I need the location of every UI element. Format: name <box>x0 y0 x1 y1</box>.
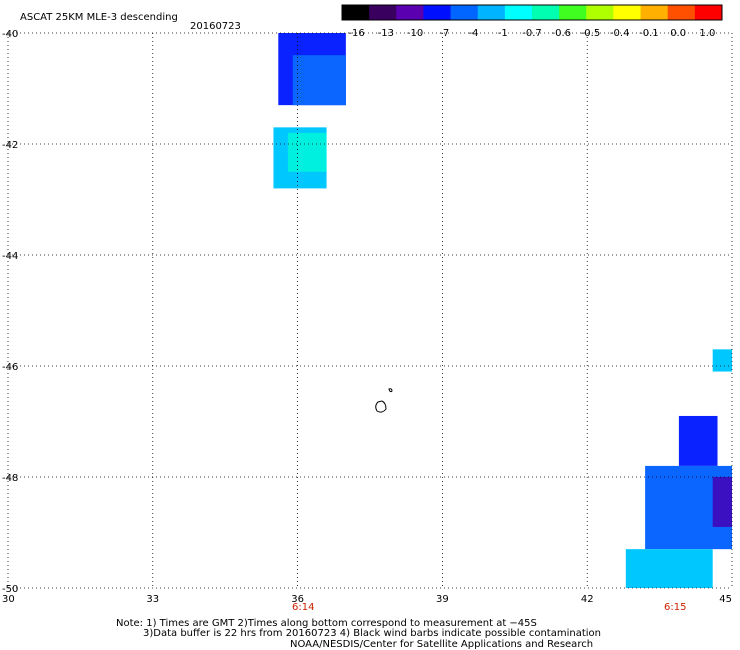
y-tick-label: -48 <box>2 473 18 484</box>
x-tick-label: 36 <box>291 594 304 605</box>
colorbar-segment <box>477 5 506 20</box>
note-line-3: NOAA/NESDIS/Center for Satellite Applica… <box>290 639 593 650</box>
data-cell <box>292 55 346 106</box>
data-cell <box>625 549 713 588</box>
colorbar-label: -10 <box>407 28 423 39</box>
colorbar-segment <box>559 5 587 20</box>
colorbar-segment <box>532 5 560 20</box>
x-tick-labels: 30 33 36 39 42 45 <box>2 594 732 605</box>
colorbar-segment <box>640 5 669 20</box>
time-label-end: 6:15 <box>664 602 686 613</box>
colorbar-label: -0.5 <box>581 28 601 39</box>
data-cell <box>712 349 732 372</box>
y-tick-label: -40 <box>2 29 18 40</box>
y-tick-label: -46 <box>2 362 18 373</box>
time-label-start: 6:14 <box>292 602 314 613</box>
colorbar-label: -1 <box>498 28 508 39</box>
x-tick-label: 30 <box>2 594 15 605</box>
colorbar-label: -13 <box>378 28 394 39</box>
colorbar-segment <box>667 5 696 20</box>
x-tick-label: 45 <box>719 594 732 605</box>
data-cells <box>273 33 732 588</box>
colorbar-segment <box>396 5 424 20</box>
colorbar-segment <box>342 5 370 20</box>
colorbar-label: 1.0 <box>699 28 715 39</box>
colorbar-segment <box>694 5 723 20</box>
chart-date: 20160723 <box>190 21 241 32</box>
colorbar-label: -0.6 <box>551 28 571 39</box>
note-line-1: Note: 1) Times are GMT 2)Times along bot… <box>116 618 537 629</box>
colorbar-label: -16 <box>348 28 364 39</box>
colorbar-segment <box>369 5 397 20</box>
note-line-2: 3)Data buffer is 22 hrs from 20160723 4)… <box>143 628 601 639</box>
colorbar-segment <box>586 5 614 20</box>
y-tick-labels: -40 -42 -44 -46 -48 -50 <box>2 29 18 595</box>
colorbar-labels: -16 -13 -10 -7 -4 -1 -0.7 -0.6 -0.5 -0.4 -0.1 0.0 1.… <box>348 28 715 39</box>
x-tick-label: 33 <box>146 594 159 605</box>
colorbar-label: -0.1 <box>639 28 659 39</box>
data-cell <box>287 132 327 172</box>
data-cell <box>712 477 732 527</box>
colorbar-label: 0.0 <box>670 28 686 39</box>
chart-title: ASCAT 25KM MLE-3 descending <box>20 12 178 23</box>
colorbar-segment <box>504 5 533 20</box>
land-contour <box>375 388 393 413</box>
colorbar-label: -7 <box>439 28 449 39</box>
colorbar-label: -0.7 <box>522 28 542 39</box>
y-tick-label: -44 <box>2 251 18 262</box>
x-tick-label: 42 <box>581 594 594 605</box>
colorbar-label: -0.4 <box>610 28 630 39</box>
x-tick-label: 39 <box>436 594 449 605</box>
y-tick-label: -50 <box>2 584 18 595</box>
colorbar <box>341 4 723 21</box>
y-tick-label: -42 <box>2 140 18 151</box>
data-cell <box>678 415 718 466</box>
grid-lines <box>7 32 733 589</box>
colorbar-label: -4 <box>469 28 479 39</box>
colorbar-segment <box>450 5 479 20</box>
plot-area: -40 -42 -44 -46 -48 -50 30 33 36 39 42 45 <box>2 29 733 605</box>
colorbar-segment <box>423 5 452 20</box>
colorbar-segment <box>613 5 642 20</box>
